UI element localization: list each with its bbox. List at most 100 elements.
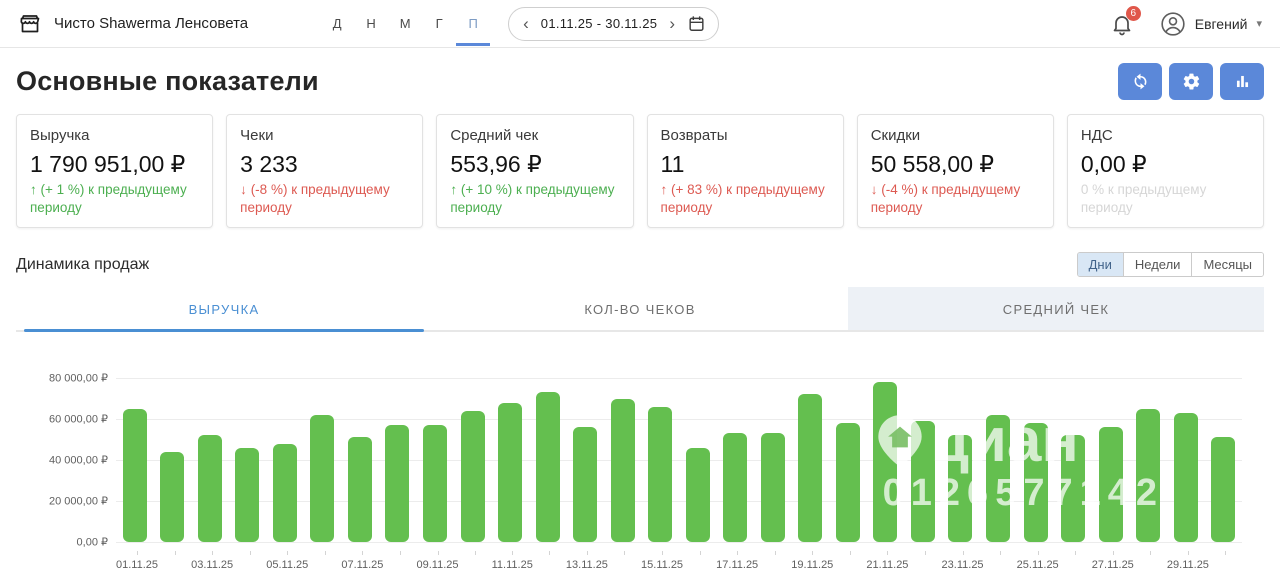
bar[interactable] xyxy=(1211,437,1235,542)
bar[interactable] xyxy=(798,394,822,542)
period-shortcut-Н[interactable]: Н xyxy=(354,2,388,46)
kpi-card-value: 0,00 ₽ xyxy=(1081,151,1250,178)
prev-period-chevron-icon[interactable]: ‹ xyxy=(521,15,531,32)
bar-column xyxy=(229,378,267,542)
x-tick: 17.11.25 xyxy=(716,550,758,578)
kpi-card-title: Выручка xyxy=(30,127,199,144)
topbar-right: 6 Евгений ▾ xyxy=(1110,11,1262,37)
bar[interactable] xyxy=(198,435,222,542)
period-shortcut-П[interactable]: П xyxy=(456,2,490,46)
header-toolbar xyxy=(1118,63,1264,100)
bar[interactable] xyxy=(1061,435,1085,542)
bar[interactable] xyxy=(536,392,560,542)
x-tickmark xyxy=(587,551,588,555)
notifications-count-badge: 6 xyxy=(1126,6,1141,21)
bar[interactable] xyxy=(911,421,935,542)
gridline xyxy=(116,542,1242,543)
trend-arrow-icon: ↑ xyxy=(661,182,672,197)
bar[interactable] xyxy=(273,444,297,542)
bar[interactable] xyxy=(423,425,447,542)
x-tick: 13.11.25 xyxy=(566,550,608,578)
kpi-card-value: 1 790 951,00 ₽ xyxy=(30,151,199,178)
period-shortcut-Д[interactable]: Д xyxy=(320,2,354,46)
avatar-icon xyxy=(1160,11,1186,37)
x-tick: 15.11.25 xyxy=(641,550,683,578)
period-shortcut-М[interactable]: М xyxy=(388,2,422,46)
granularity-Месяцы[interactable]: Месяцы xyxy=(1191,253,1263,276)
bar-column xyxy=(754,378,792,542)
bar[interactable] xyxy=(1136,409,1160,542)
tab-кол-во-чеков[interactable]: КОЛ-ВО ЧЕКОВ xyxy=(432,287,848,330)
bar[interactable] xyxy=(948,435,972,542)
bar[interactable] xyxy=(1024,423,1048,542)
sync-button[interactable] xyxy=(1118,63,1162,100)
x-tick: 03.11.25 xyxy=(191,550,233,578)
bar[interactable] xyxy=(723,433,747,542)
x-tickmark xyxy=(549,551,550,555)
x-tickmark xyxy=(1113,551,1114,555)
page-title: Основные показатели xyxy=(16,66,319,97)
tab-выручка[interactable]: ВЫРУЧКА xyxy=(16,287,432,330)
calendar-icon[interactable] xyxy=(687,14,706,33)
granularity-Недели[interactable]: Недели xyxy=(1123,253,1192,276)
kpi-card-delta: ↑ (+ 1 %) к предыдущему периоду xyxy=(30,181,199,217)
sales-section-header: Динамика продаж ДниНеделиМесяцы xyxy=(16,252,1264,277)
bar[interactable] xyxy=(873,382,897,542)
x-tick: 05.11.25 xyxy=(266,550,308,578)
bar[interactable] xyxy=(1099,427,1123,542)
next-period-chevron-icon[interactable]: › xyxy=(667,15,677,32)
notifications-bell-icon[interactable]: 6 xyxy=(1110,12,1134,36)
bar[interactable] xyxy=(348,437,372,542)
bar-column xyxy=(1167,378,1205,542)
trend-arrow-icon: ↓ xyxy=(871,182,882,197)
x-tick xyxy=(908,550,941,578)
granularity-Дни[interactable]: Дни xyxy=(1078,253,1123,276)
bar[interactable] xyxy=(836,423,860,542)
kpi-card-delta-text: (+ 1 %) к предыдущему периоду xyxy=(30,182,187,215)
bar-column xyxy=(454,378,492,542)
granularity-toggle: ДниНеделиМесяцы xyxy=(1077,252,1264,277)
tab-средний-чек[interactable]: СРЕДНИЙ ЧЕК xyxy=(848,287,1264,330)
bar-column xyxy=(1204,378,1242,542)
bar-column xyxy=(191,378,229,542)
bar-column xyxy=(154,378,192,542)
kpi-card-delta-text: (-8 %) к предыдущему периоду xyxy=(240,182,390,215)
x-tick: 21.11.25 xyxy=(866,550,908,578)
bar-column xyxy=(979,378,1017,542)
x-tickmark xyxy=(737,551,738,555)
y-axis-tick-label: 80 000,00 ₽ xyxy=(49,372,108,385)
bar[interactable] xyxy=(611,399,635,543)
bar[interactable] xyxy=(498,403,522,542)
bar[interactable] xyxy=(235,448,259,542)
bar[interactable] xyxy=(986,415,1010,542)
bar-column xyxy=(829,378,867,542)
bar[interactable] xyxy=(123,409,147,542)
bar[interactable] xyxy=(761,433,785,542)
gear-icon xyxy=(1182,72,1201,91)
chart-view-button[interactable] xyxy=(1220,63,1264,100)
y-axis-tick-label: 60 000,00 ₽ xyxy=(49,413,108,426)
kpi-card-title: Возвраты xyxy=(661,127,830,144)
bar[interactable] xyxy=(1174,413,1198,542)
bar[interactable] xyxy=(573,427,597,542)
sync-icon xyxy=(1131,72,1150,91)
bar[interactable] xyxy=(648,407,672,542)
x-tickmark xyxy=(850,551,851,555)
bar[interactable] xyxy=(310,415,334,542)
date-range-picker[interactable]: ‹ 01.11.25 - 30.11.25 › xyxy=(508,7,719,41)
bar[interactable] xyxy=(461,411,485,542)
settings-button[interactable] xyxy=(1169,63,1213,100)
bar[interactable] xyxy=(160,452,184,542)
x-tickmark xyxy=(400,551,401,555)
bar[interactable] xyxy=(686,448,710,542)
x-tickmark xyxy=(775,551,776,555)
user-menu[interactable]: Евгений ▾ xyxy=(1160,11,1262,37)
sales-section-title: Динамика продаж xyxy=(16,256,149,274)
x-tick xyxy=(459,550,492,578)
x-tick: 23.11.25 xyxy=(942,550,984,578)
bar[interactable] xyxy=(385,425,409,542)
x-tickmark xyxy=(1000,551,1001,555)
chart-x-axis: 01.11.2503.11.2505.11.2507.11.2509.11.25… xyxy=(116,550,1242,578)
kpi-card-delta-text: (+ 83 %) к предыдущему периоду xyxy=(661,182,825,215)
period-shortcut-Г[interactable]: Г xyxy=(422,2,456,46)
